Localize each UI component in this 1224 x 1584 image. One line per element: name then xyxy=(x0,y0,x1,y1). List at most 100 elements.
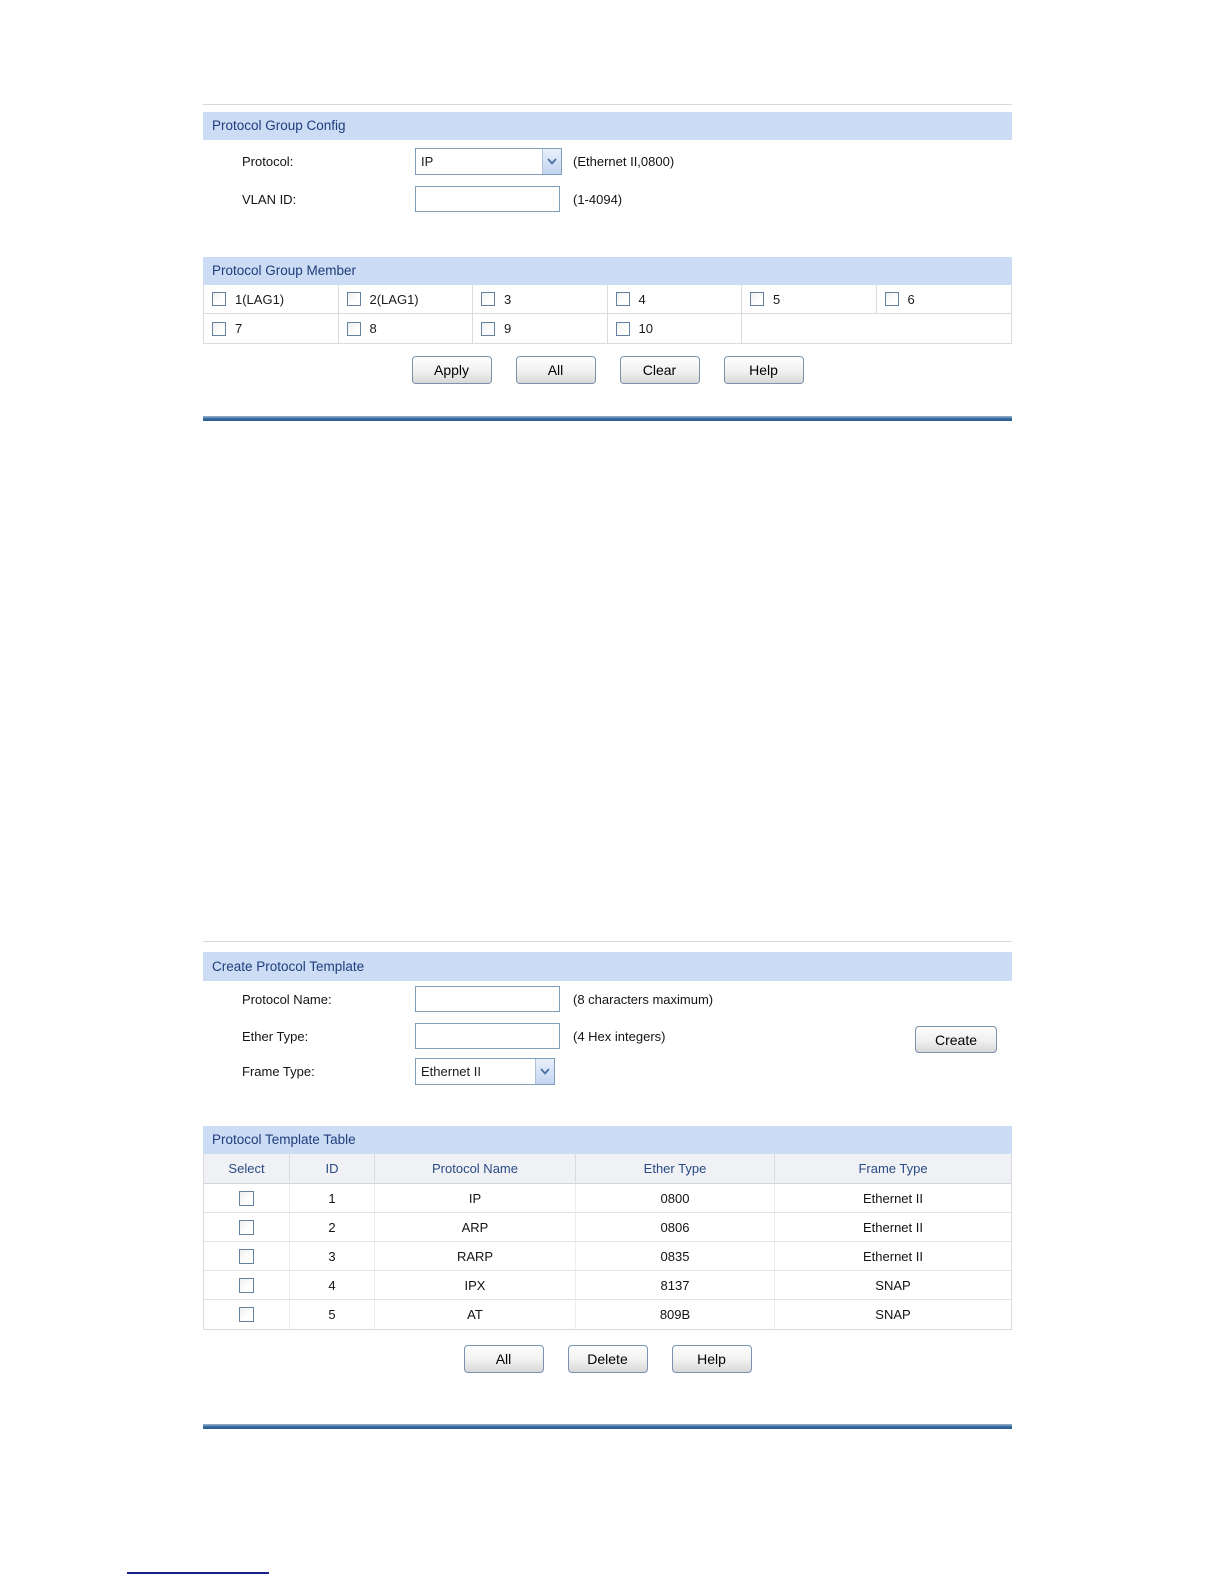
port-label: 2(LAG1) xyxy=(369,291,419,307)
cell-select xyxy=(204,1300,290,1329)
cell-protocol-name: RARP xyxy=(375,1242,576,1271)
frame-type-label: Frame Type: xyxy=(242,1064,315,1079)
frame-type-select[interactable]: Ethernet II xyxy=(415,1058,555,1085)
protocol-select[interactable]: IP xyxy=(415,148,562,175)
port-checkbox-item-8[interactable]: 8 xyxy=(339,314,473,343)
cell-frame-type: Ethernet II xyxy=(775,1242,1011,1271)
cell-protocol-name: IP xyxy=(375,1184,576,1213)
clear-button[interactable]: Clear xyxy=(619,356,700,384)
column-header-id: ID xyxy=(290,1154,375,1184)
cell-id: 3 xyxy=(290,1242,375,1271)
protocol-group-config-header: Protocol Group Config xyxy=(203,112,1012,140)
vlan-id-input[interactable] xyxy=(415,186,560,212)
cell-frame-type: Ethernet II xyxy=(775,1213,1011,1242)
section-top-rule xyxy=(203,104,1012,105)
row-select-checkbox[interactable] xyxy=(239,1248,254,1264)
cell-frame-type: SNAP xyxy=(875,1307,911,1322)
checkbox-icon[interactable] xyxy=(615,321,630,336)
group-config-buttons: Apply All Clear Help xyxy=(203,356,1012,384)
checkbox-icon[interactable] xyxy=(750,292,764,306)
column-header-select: Select xyxy=(204,1154,290,1184)
chevron-down-icon[interactable] xyxy=(542,149,561,174)
port-label: 3 xyxy=(504,291,512,307)
cell-ether-type: 0806 xyxy=(576,1213,775,1242)
port-checkbox-item-1[interactable]: 1(LAG1) xyxy=(204,285,339,314)
port-checkbox-item-6[interactable]: 6 xyxy=(876,285,1011,314)
footnote-rule xyxy=(127,1572,269,1574)
port-label: 10 xyxy=(638,321,653,336)
help-button[interactable]: Help xyxy=(671,1345,752,1373)
cell-ether-type: 8137 xyxy=(576,1271,775,1300)
checkbox-icon[interactable] xyxy=(615,292,630,306)
section-divider xyxy=(203,1424,1012,1429)
checkbox-icon[interactable] xyxy=(481,321,495,336)
port-label: 6 xyxy=(907,291,915,307)
checkbox-icon[interactable] xyxy=(346,292,361,306)
apply-button[interactable]: Apply xyxy=(411,356,492,384)
section-title: Create Protocol Template xyxy=(212,959,365,974)
port-label: 4 xyxy=(638,291,646,307)
create-button[interactable]: Create xyxy=(915,1026,997,1053)
checkbox-icon[interactable] xyxy=(481,292,495,306)
protocol-name-hint: (8 characters maximum) xyxy=(573,991,714,1007)
protocol-select-value: IP xyxy=(421,154,434,169)
frame-type-select-value: Ethernet II xyxy=(421,1064,481,1079)
row-select-checkbox[interactable] xyxy=(239,1277,254,1293)
port-label: 5 xyxy=(773,291,781,307)
ether-type-label: Ether Type: xyxy=(242,1028,309,1044)
vlan-id-label: VLAN ID: xyxy=(242,191,297,207)
all-button[interactable]: All xyxy=(463,1345,544,1373)
checkbox-icon[interactable] xyxy=(212,321,226,336)
ether-type-hint: (4 Hex integers) xyxy=(573,1028,666,1044)
checkbox-icon[interactable] xyxy=(212,292,226,306)
port-checkbox-item-10[interactable]: 10 xyxy=(608,314,742,343)
port-checkbox-item-3[interactable]: 3 xyxy=(473,285,608,314)
row-select-checkbox[interactable] xyxy=(239,1307,254,1322)
cell-select xyxy=(204,1213,290,1242)
cell-select xyxy=(204,1184,290,1213)
create-protocol-template-header: Create Protocol Template xyxy=(203,952,1012,981)
cell-protocol-name: IPX xyxy=(375,1271,576,1300)
port-member-grid: 1(LAG1) 2(LAG1) 3 4 5 6 7 8 xyxy=(203,285,1012,344)
chevron-down-icon[interactable] xyxy=(535,1059,554,1084)
cell-ether-type: 0835 xyxy=(576,1242,775,1271)
protocol-template-table: Select ID Protocol Name Ether Type Frame… xyxy=(203,1154,1012,1330)
cell-protocol-name: ARP xyxy=(375,1213,576,1242)
ether-type-row: Ether Type: (4 Hex integers) xyxy=(203,1023,1012,1049)
port-checkbox-item-5[interactable]: 5 xyxy=(742,285,877,314)
section-title: Protocol Group Config xyxy=(212,118,346,133)
row-select-checkbox[interactable] xyxy=(239,1219,254,1235)
port-checkbox-item-9[interactable]: 9 xyxy=(473,314,608,343)
member-grid-filler xyxy=(742,314,1011,343)
protocol-name-input[interactable] xyxy=(415,986,560,1012)
cell-id: 2 xyxy=(290,1213,375,1242)
help-button[interactable]: Help xyxy=(723,356,804,384)
protocol-hint: (Ethernet II,0800) xyxy=(573,154,675,169)
column-header-protocol-name: Protocol Name xyxy=(375,1154,576,1184)
port-checkbox-item-7[interactable]: 7 xyxy=(204,314,339,343)
port-label: 8 xyxy=(369,321,377,336)
column-header-frame-type: Frame Type xyxy=(775,1154,1011,1184)
vlan-id-hint: (1-4094) xyxy=(573,191,623,207)
cell-ether-type: 0800 xyxy=(576,1184,775,1213)
ether-type-input[interactable] xyxy=(415,1023,560,1049)
port-label: 1(LAG1) xyxy=(235,291,285,307)
protocol-field-row: Protocol: IP (Ethernet II,0800) xyxy=(203,148,1012,175)
checkbox-icon[interactable] xyxy=(884,292,899,306)
section-top-rule xyxy=(203,941,1012,942)
section-title: Protocol Group Member xyxy=(212,263,357,278)
all-button[interactable]: All xyxy=(515,356,596,384)
cell-id: 4 xyxy=(290,1271,375,1300)
protocol-template-table-header: Protocol Template Table xyxy=(203,1126,1012,1154)
delete-button[interactable]: Delete xyxy=(567,1345,648,1373)
cell-id: 1 xyxy=(290,1184,375,1213)
cell-id: 5 xyxy=(290,1300,375,1329)
port-label: 7 xyxy=(235,321,243,336)
port-checkbox-item-2[interactable]: 2(LAG1) xyxy=(338,285,473,314)
protocol-group-member-header: Protocol Group Member xyxy=(203,257,1012,285)
checkbox-icon[interactable] xyxy=(346,321,361,336)
row-select-checkbox[interactable] xyxy=(239,1190,254,1206)
port-checkbox-item-4[interactable]: 4 xyxy=(607,285,742,314)
column-header-ether-type: Ether Type xyxy=(576,1154,775,1184)
